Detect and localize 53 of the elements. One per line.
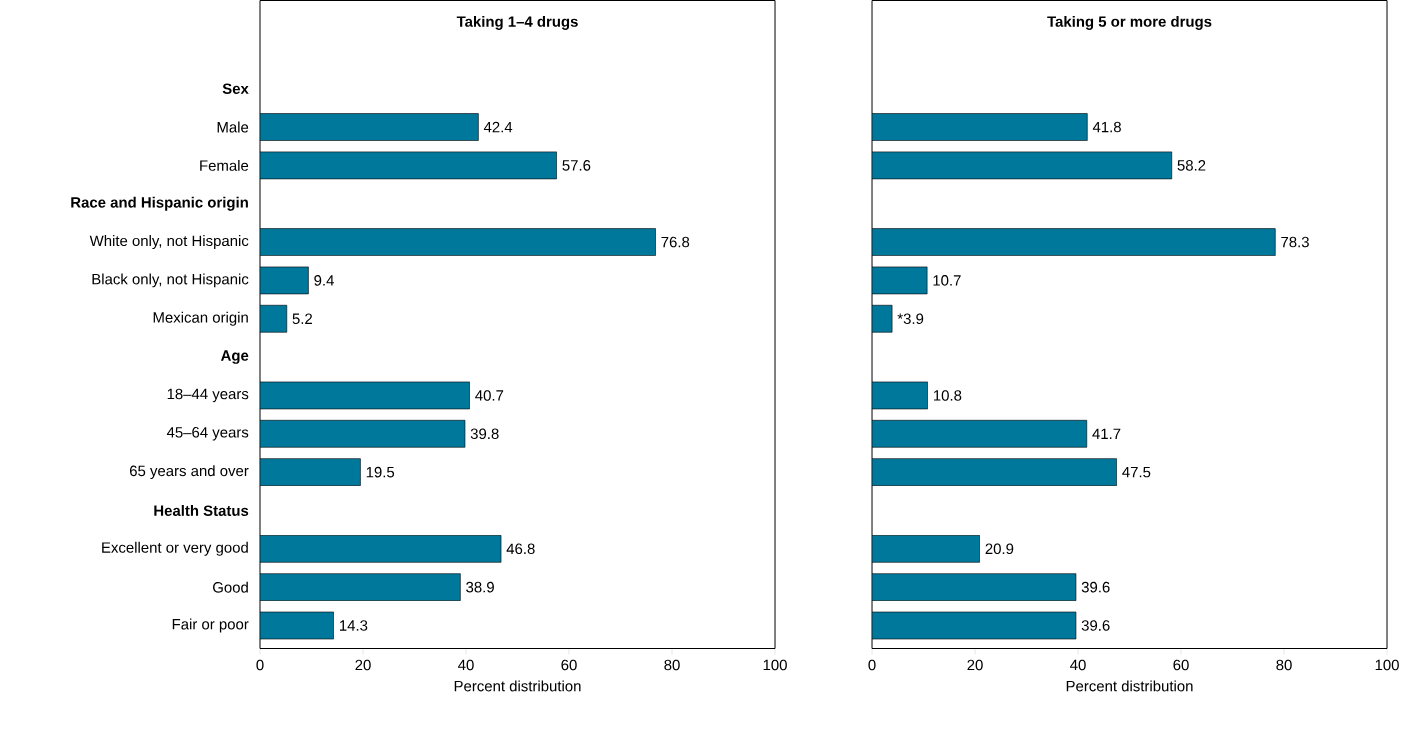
y-tick-label: Excellent or very good <box>102 542 248 557</box>
y-tick-label: 65 years and over <box>129 465 249 480</box>
data-label: 20.9 <box>985 543 1014 555</box>
x-tick-label: 80 <box>1276 659 1292 671</box>
data-label: 47.5 <box>1122 467 1151 478</box>
y-tick-label: Sex <box>222 83 249 95</box>
data-label: 40.7 <box>475 390 504 401</box>
data-label: 58.2 <box>1177 160 1206 171</box>
y-tick-label: Fair or poor <box>172 618 249 633</box>
data-label: 39.6 <box>1081 620 1110 632</box>
data-label: 39.8 <box>470 428 499 440</box>
x-tick-label: 60 <box>1173 659 1189 671</box>
y-tick-label: Mexican origin <box>153 312 248 326</box>
y-tick-label: Black only, not Hispanic <box>92 273 249 288</box>
data-label: 41.7 <box>1092 428 1121 440</box>
data-label: 39.6 <box>1081 582 1110 593</box>
data-label: 5.2 <box>292 313 313 325</box>
x-tick-label: 100 <box>1375 659 1399 671</box>
x-axis-title: Percent distribution <box>1066 680 1193 692</box>
data-label: 14.3 <box>340 620 368 632</box>
data-label: 46.8 <box>506 543 535 555</box>
x-tick-label: 20 <box>355 659 371 671</box>
x-tick-label: 20 <box>967 659 983 671</box>
x-tick-label: 0 <box>868 659 876 671</box>
x-axis-title: Percent distribution <box>454 680 581 692</box>
y-tick-label: White only, not Hispanic <box>89 235 249 250</box>
data-label: 19.5 <box>366 467 395 478</box>
data-label: *3.9 <box>897 313 924 325</box>
y-tick-label: Good <box>213 581 248 593</box>
y-tick-label: Female <box>200 160 249 172</box>
y-tick-label: Race and Hispanic origin <box>71 196 248 211</box>
data-label: 38.9 <box>466 582 494 593</box>
x-tick-label: 60 <box>561 659 577 671</box>
x-tick-label: 40 <box>458 659 474 671</box>
y-tick-label: 18–44 years <box>167 388 249 403</box>
x-tick-label: 0 <box>256 659 264 671</box>
chart-title: Taking 5 or more drugs <box>1047 16 1212 31</box>
data-label: 78.3 <box>1281 237 1309 248</box>
chart-title: Taking 1–4 drugs <box>456 16 578 31</box>
y-tick-label: Male <box>217 121 249 133</box>
x-tick-label: 100 <box>763 659 787 671</box>
data-label: 41.8 <box>1092 121 1121 133</box>
x-tick-label: 40 <box>1070 659 1086 671</box>
data-label: 57.6 <box>562 160 591 171</box>
y-tick-label: 45–64 years <box>166 427 249 441</box>
data-label: 42.4 <box>483 122 513 133</box>
data-label: 76.8 <box>661 237 690 248</box>
y-tick-label: Health Status <box>154 505 249 517</box>
data-label: 10.8 <box>933 390 962 401</box>
x-tick-label: 80 <box>664 659 680 671</box>
y-tick-label: Age <box>220 350 249 365</box>
data-label: 10.7 <box>933 275 961 286</box>
data-label: 9.4 <box>314 275 334 286</box>
